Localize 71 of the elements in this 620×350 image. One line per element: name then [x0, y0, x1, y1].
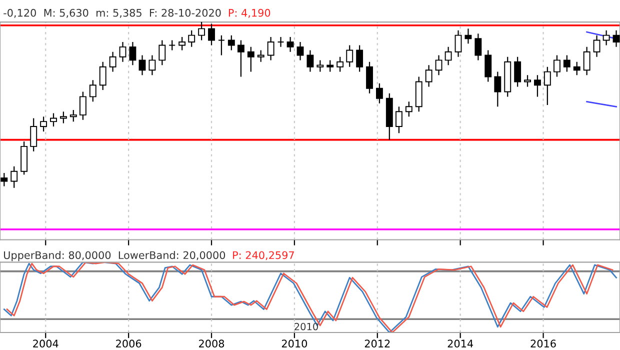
candlestick [356, 44, 364, 72]
candlestick [444, 46, 452, 66]
candlestick [306, 50, 314, 72]
candlestick [316, 60, 324, 72]
candlestick [395, 106, 402, 134]
candlestick [336, 56, 344, 72]
candlestick [296, 41, 304, 61]
annotation: 2010 [294, 322, 318, 330]
candlestick [553, 54, 560, 78]
candlestick [198, 22, 206, 41]
candlestick [544, 66, 551, 106]
candlestick [208, 23, 215, 46]
candlestick [464, 28, 472, 44]
candlestick [40, 116, 48, 132]
candlestick [79, 91, 86, 120]
x-tick-label: 2016 [530, 340, 556, 348]
candlestick [168, 40, 176, 51]
candlestick [484, 50, 492, 82]
candlestick [524, 74, 531, 88]
candlestick [70, 109, 77, 122]
x-tick-label: 2006 [116, 340, 142, 348]
candlestick [99, 61, 106, 91]
candlestick [178, 36, 186, 51]
x-tick-label: 2004 [33, 340, 58, 348]
candlestick [326, 60, 334, 72]
candlestick [494, 71, 502, 108]
candlestick [346, 44, 354, 68]
candlestick [277, 36, 284, 48]
text: UpperBand: 80,0000 LowerBand: 20,0000 [4, 251, 226, 262]
candlestick [435, 54, 442, 76]
candlestick [60, 111, 67, 124]
text: -0,120 M: 5,630 m: 5,385 F: 28-10-2020 [4, 8, 221, 18]
candlestick [612, 30, 620, 48]
candlestick [583, 46, 590, 76]
candlestick [563, 54, 570, 72]
candlestick [267, 36, 274, 61]
candlestick [129, 41, 136, 66]
candlestick [109, 51, 116, 72]
candlestick [454, 30, 462, 58]
candlestick [218, 34, 225, 56]
candlestick [10, 166, 18, 188]
candlestick [0, 172, 8, 187]
candlestick [228, 34, 235, 51]
candlestick [148, 54, 156, 76]
candlestick [237, 40, 244, 78]
candlestick [602, 30, 610, 46]
candlestick [286, 36, 294, 52]
x-tick-label: 2014 [448, 340, 474, 348]
x-tick-label: 2008 [199, 340, 224, 348]
candlestick [247, 46, 254, 72]
candlestick [405, 101, 412, 118]
candlestick [593, 34, 600, 58]
candlestick [50, 112, 57, 128]
candlestick [376, 82, 383, 104]
candlestick [138, 54, 146, 76]
candlestick [188, 30, 196, 48]
candlestick [366, 61, 373, 94]
x-tick-label: 2010 [282, 340, 308, 348]
text: P: 4,190 [228, 8, 270, 18]
candlestick [158, 40, 166, 66]
candlestick [30, 118, 38, 152]
candlestick [89, 80, 96, 102]
candlestick [573, 61, 580, 76]
text: P: 240,2597 [233, 251, 294, 260]
x-tick-label: 2012 [364, 340, 390, 348]
candlestick [119, 41, 126, 62]
candlestick [534, 74, 541, 98]
candlestick [474, 33, 482, 61]
candlestick [425, 64, 432, 88]
candlestick [257, 50, 264, 62]
candlestick [514, 56, 522, 88]
